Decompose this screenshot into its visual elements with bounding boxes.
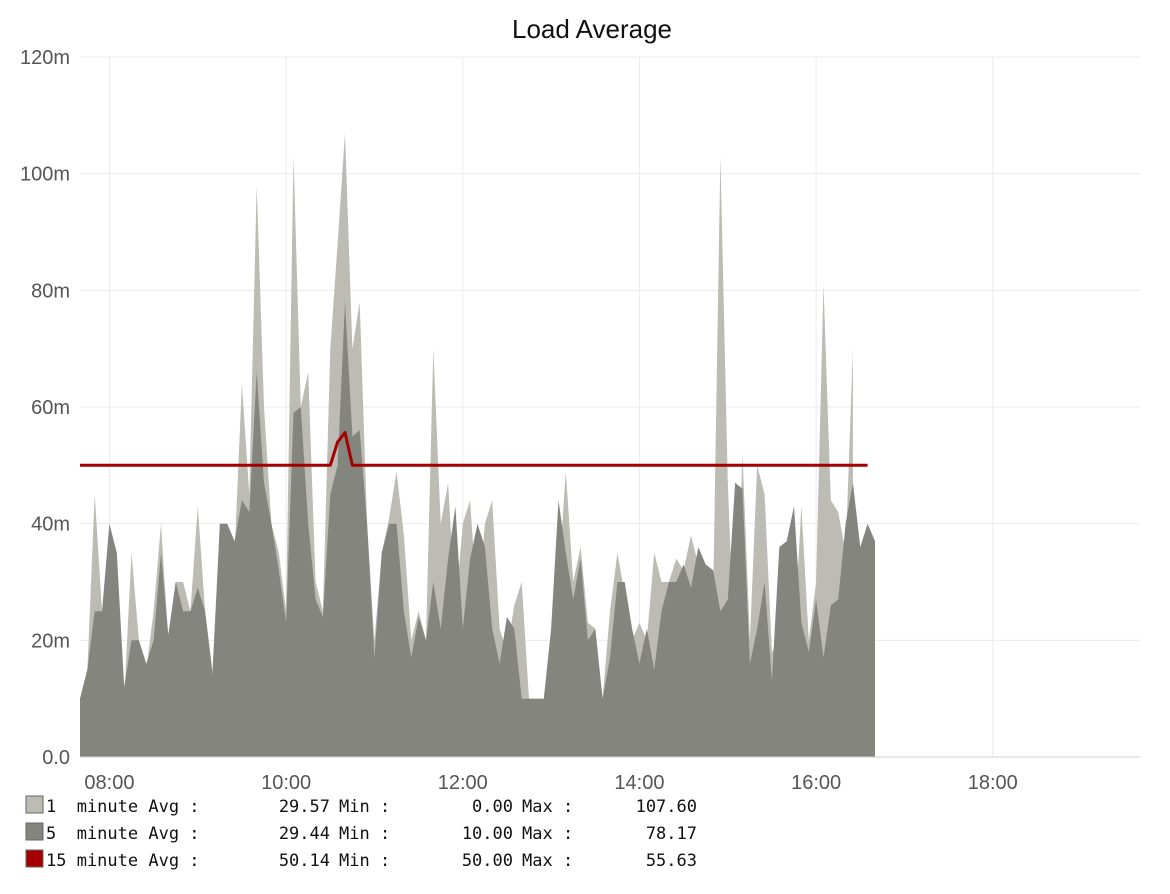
legend-label: 1 minute Avg : xyxy=(46,797,200,817)
legend-avg: 50.14 xyxy=(279,851,330,871)
series-area-5-minute xyxy=(80,302,875,757)
legend-max-label: Max : xyxy=(522,851,573,871)
x-tick-label: 16:00 xyxy=(791,772,841,794)
y-tick-label: 40m xyxy=(31,514,70,536)
series-line-15-minute xyxy=(80,431,868,467)
legend-swatch xyxy=(25,822,44,841)
legend-min: 10.00 xyxy=(462,824,513,844)
legend-max: 55.63 xyxy=(646,851,697,871)
x-tick-label: 18:00 xyxy=(968,772,1018,794)
legend-min: 0.00 xyxy=(472,797,513,817)
legend-max: 78.17 xyxy=(646,824,697,844)
x-tick-label: 10:00 xyxy=(261,772,311,794)
y-tick-label: 100m xyxy=(20,164,70,186)
legend-swatch xyxy=(25,849,44,868)
legend-label: 5 minute Avg : xyxy=(46,824,200,844)
legend-avg: 29.57 xyxy=(279,797,330,817)
y-tick-label: 120m xyxy=(20,47,70,69)
legend-max-label: Max : xyxy=(522,797,573,817)
y-tick-label: 0.0 xyxy=(42,747,70,769)
legend-min-label: Min : xyxy=(339,824,390,844)
legend-min-label: Min : xyxy=(339,851,390,871)
x-tick-label: 12:00 xyxy=(438,772,488,794)
y-tick-label: 80m xyxy=(31,280,70,302)
legend-avg: 29.44 xyxy=(279,824,330,844)
x-tick-label: 14:00 xyxy=(614,772,664,794)
legend-min: 50.00 xyxy=(462,851,513,871)
legend-max-label: Max : xyxy=(522,824,573,844)
y-axis: 0.0 20m 40m 60m 80m 100m 120m xyxy=(20,47,70,769)
y-tick-label: 20m xyxy=(31,630,70,652)
legend-max: 107.60 xyxy=(636,797,697,817)
chart-title: Load Average xyxy=(512,14,672,44)
plot-area xyxy=(80,132,1140,758)
legend-swatch xyxy=(25,795,44,814)
x-axis: 08:00 10:00 12:00 14:00 16:00 18:00 xyxy=(84,772,1017,794)
legend-label: 15 minute Avg : xyxy=(46,851,200,871)
legend: 1 minute Avg : 29.57 Min : 0.00 Max : 107.60 5… xyxy=(25,795,697,871)
y-tick-label: 60m xyxy=(31,397,70,419)
legend-min-label: Min : xyxy=(339,797,390,817)
x-tick-label: 08:00 xyxy=(84,772,134,794)
